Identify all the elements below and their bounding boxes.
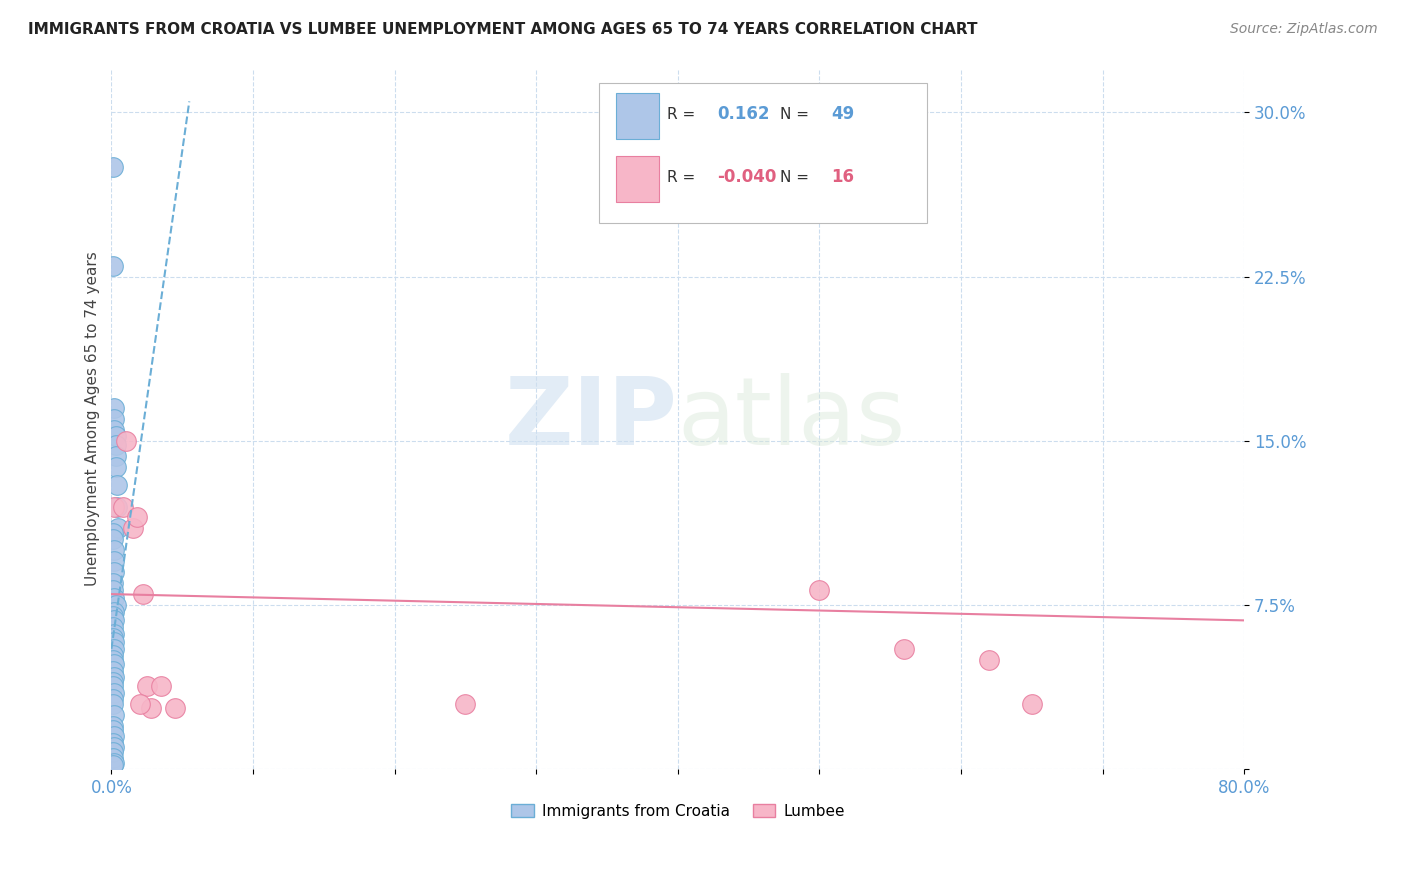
Point [121,521,143,535]
Point [103,670,125,684]
Point [103,614,125,628]
Point [103,500,125,514]
Point [101,609,124,624]
Text: R =: R = [666,169,700,185]
Text: N =: N = [780,106,814,121]
Point [135,679,157,693]
Point [103,554,125,568]
Point [101,745,124,759]
Text: 49: 49 [831,105,853,123]
Point [101,736,124,750]
Point [105,477,128,491]
Point [979,653,1001,667]
Point [101,653,124,667]
Text: -0.040: -0.040 [717,168,778,186]
Point [103,565,125,579]
Point [101,631,124,645]
Point [111,500,134,514]
Point [103,707,125,722]
Point [101,692,124,706]
Point [104,460,127,475]
Point [101,718,124,732]
Text: ZIP: ZIP [505,373,678,465]
Point [101,648,124,663]
Point [149,679,172,693]
Point [103,412,125,426]
Point [101,160,124,174]
Point [101,259,124,273]
Point [125,510,148,524]
Point [101,664,124,678]
Point [104,598,127,612]
Text: 0.162: 0.162 [717,105,770,123]
Point [101,525,124,540]
Text: N =: N = [780,169,814,185]
Point [107,521,129,535]
FancyBboxPatch shape [599,83,927,223]
Point [101,620,124,634]
Text: 16: 16 [831,168,853,186]
Point [808,582,831,597]
Point [103,740,125,755]
FancyBboxPatch shape [616,93,658,138]
Text: R =: R = [666,106,700,121]
Point [103,756,125,770]
Point [101,751,124,765]
Point [101,674,124,689]
Point [103,641,125,656]
Y-axis label: Unemployment Among Ages 65 to 74 years: Unemployment Among Ages 65 to 74 years [86,252,100,586]
Point [454,697,477,711]
Point [104,438,127,452]
Point [104,449,127,463]
Point [893,641,915,656]
Legend: Immigrants from Croatia, Lumbee: Immigrants from Croatia, Lumbee [505,797,851,825]
Text: IMMIGRANTS FROM CROATIA VS LUMBEE UNEMPLOYMENT AMONG AGES 65 TO 74 YEARS CORRELA: IMMIGRANTS FROM CROATIA VS LUMBEE UNEMPL… [28,22,977,37]
Point [101,576,124,591]
Point [103,635,125,649]
Point [101,533,124,547]
Point [105,500,128,514]
Text: atlas: atlas [678,373,905,465]
Point [131,587,153,601]
Point [103,605,125,619]
Point [103,591,125,606]
Point [101,582,124,597]
Point [103,657,125,672]
FancyBboxPatch shape [616,156,658,202]
Point [101,723,124,737]
Point [114,434,136,448]
Point [103,401,125,415]
Point [103,730,125,744]
Point [101,697,124,711]
Text: Source: ZipAtlas.com: Source: ZipAtlas.com [1230,22,1378,37]
Point [139,701,162,715]
Point [1021,697,1043,711]
Point [103,543,125,558]
Point [101,758,124,772]
Point [128,697,150,711]
Point [165,701,187,715]
Point [103,423,125,437]
Point [104,429,127,443]
Point [103,626,125,640]
Point [103,686,125,700]
Point [101,679,124,693]
